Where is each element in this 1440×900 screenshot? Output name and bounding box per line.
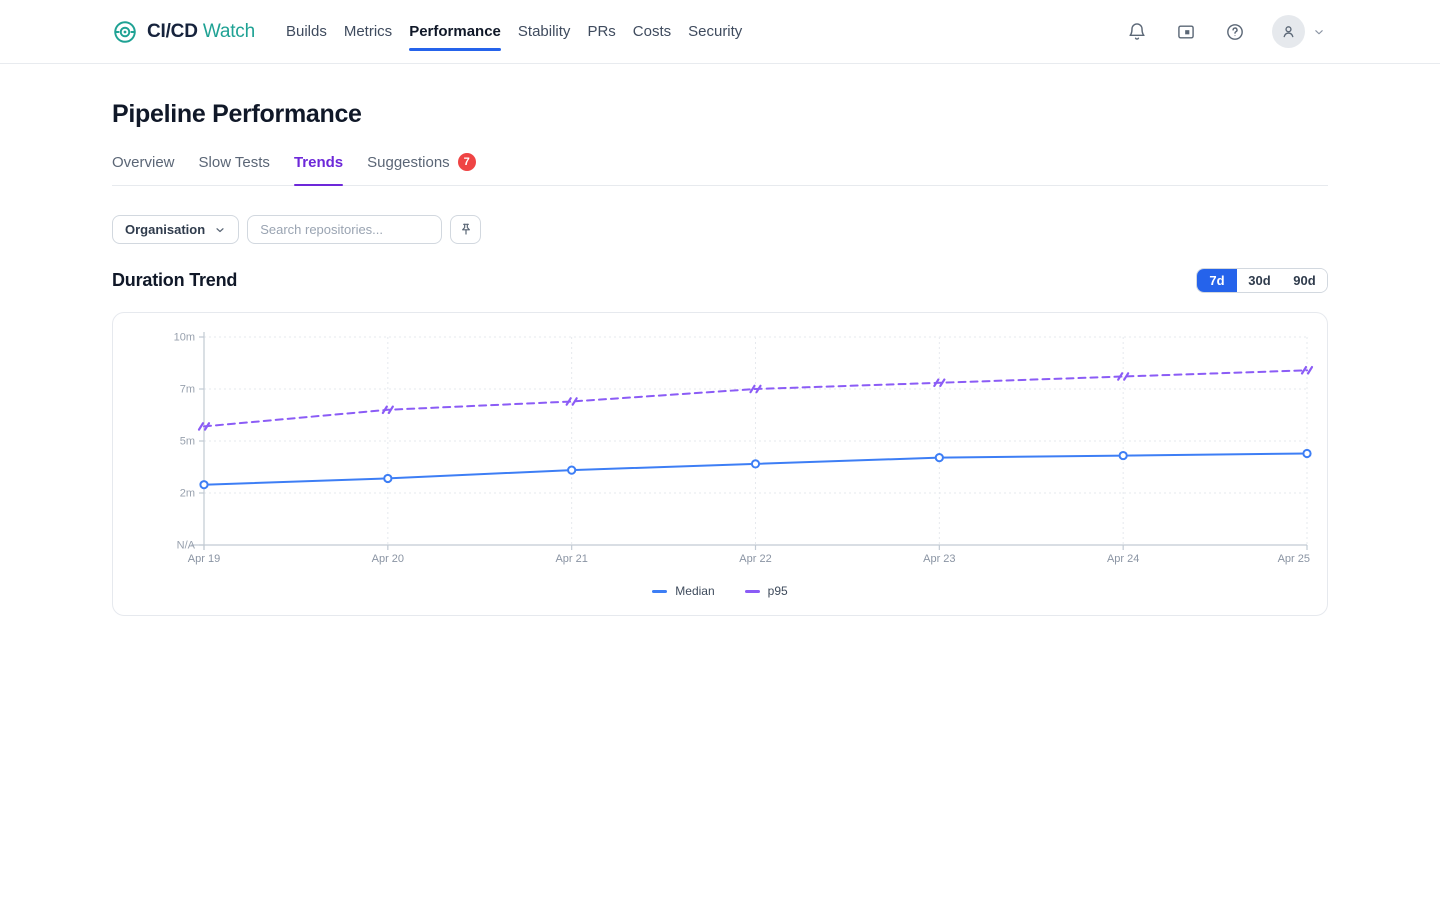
- page-title: Pipeline Performance: [112, 100, 1328, 129]
- time-range-toggle: 7d30d90d: [1196, 268, 1328, 293]
- panel-button[interactable]: [1174, 20, 1198, 44]
- svg-text:Apr 20: Apr 20: [372, 553, 404, 565]
- range-button-30d[interactable]: 30d: [1237, 269, 1282, 292]
- filter-bar: Organisation: [112, 215, 1328, 244]
- data-point-median[interactable]: [568, 467, 575, 474]
- pin-icon: [458, 222, 474, 238]
- nav-item-metrics[interactable]: Metrics: [344, 15, 392, 48]
- brand-name: CI/CD Watch: [147, 21, 255, 43]
- range-button-7d[interactable]: 7d: [1197, 269, 1237, 292]
- section-title: Duration Trend: [112, 270, 237, 291]
- organisation-dropdown[interactable]: Organisation: [112, 215, 239, 244]
- legend-label: Median: [675, 584, 714, 598]
- tab-label: Overview: [112, 154, 175, 171]
- eye-icon: [112, 19, 138, 45]
- svg-text:N/A: N/A: [177, 540, 196, 552]
- data-point-median[interactable]: [200, 481, 207, 488]
- svg-text:Apr 22: Apr 22: [739, 553, 771, 565]
- svg-text:Apr 23: Apr 23: [923, 553, 955, 565]
- brand[interactable]: CI/CD Watch: [112, 19, 255, 45]
- chevron-down-icon: [214, 224, 226, 236]
- svg-text:Apr 19: Apr 19: [188, 553, 220, 565]
- nav-item-costs[interactable]: Costs: [633, 15, 671, 48]
- tab-trends[interactable]: Trends: [294, 153, 343, 185]
- data-point-median[interactable]: [752, 460, 759, 467]
- data-point-median[interactable]: [936, 454, 943, 461]
- svg-text:10m: 10m: [174, 332, 195, 344]
- nav-item-prs[interactable]: PRs: [587, 15, 615, 48]
- pin-button[interactable]: [450, 215, 481, 244]
- chevron-down-icon: [1312, 25, 1326, 39]
- suggestions-count-badge: 7: [458, 153, 476, 171]
- tab-slow-tests[interactable]: Slow Tests: [199, 153, 270, 185]
- svg-text:5m: 5m: [180, 436, 195, 448]
- user-icon: [1279, 22, 1298, 41]
- tab-label: Suggestions: [367, 154, 450, 171]
- avatar: [1272, 15, 1305, 48]
- repo-search-input[interactable]: [247, 215, 442, 244]
- svg-text:2m: 2m: [180, 488, 195, 500]
- tab-suggestions[interactable]: Suggestions 7: [367, 153, 476, 185]
- legend-swatch-p95: [745, 590, 760, 593]
- legend-item-p95[interactable]: p95: [745, 584, 788, 598]
- primary-nav: Builds Metrics Performance Stability PRs Cost…: [286, 15, 742, 48]
- legend-swatch-median: [652, 590, 667, 593]
- data-point-median[interactable]: [384, 475, 391, 482]
- help-button[interactable]: [1223, 20, 1247, 44]
- notifications-button[interactable]: [1125, 20, 1149, 44]
- panel-icon: [1176, 22, 1196, 42]
- svg-text:Apr 21: Apr 21: [555, 553, 587, 565]
- help-icon: [1225, 22, 1245, 42]
- data-point-median[interactable]: [1120, 452, 1127, 459]
- top-nav: CI/CD Watch Builds Metrics Performance Stab…: [0, 0, 1440, 64]
- nav-item-stability[interactable]: Stability: [518, 15, 571, 48]
- tab-label: Trends: [294, 154, 343, 171]
- brand-bold: CI/CD: [147, 21, 198, 42]
- tab-bar: Overview Slow Tests Trends Suggestions 7: [112, 153, 1328, 186]
- svg-text:7m: 7m: [180, 384, 195, 396]
- tab-label: Slow Tests: [199, 154, 270, 171]
- nav-item-security[interactable]: Security: [688, 15, 742, 48]
- svg-text:Apr 25: Apr 25: [1278, 553, 1310, 565]
- tab-overview[interactable]: Overview: [112, 153, 175, 185]
- brand-light: Watch: [203, 21, 255, 42]
- svg-text:Apr 24: Apr 24: [1107, 553, 1139, 565]
- organisation-dropdown-label: Organisation: [125, 222, 205, 237]
- nav-item-builds[interactable]: Builds: [286, 15, 327, 48]
- legend-item-median[interactable]: Median: [652, 584, 714, 598]
- chart-legend: Median p95: [113, 584, 1327, 598]
- data-point-median[interactable]: [1303, 450, 1310, 457]
- duration-trend-card: N/A 2m 5m 7m 10m Apr 19 Apr 20 Apr 21 Apr 22 Apr …: [112, 312, 1328, 616]
- nav-item-performance[interactable]: Performance: [409, 15, 501, 48]
- range-button-90d[interactable]: 90d: [1282, 269, 1327, 292]
- bell-icon: [1127, 22, 1147, 42]
- duration-trend-chart[interactable]: N/A 2m 5m 7m 10m Apr 19 Apr 20 Apr 21 Apr 22 Apr …: [113, 313, 1327, 573]
- legend-label: p95: [768, 584, 788, 598]
- user-menu[interactable]: [1272, 15, 1326, 48]
